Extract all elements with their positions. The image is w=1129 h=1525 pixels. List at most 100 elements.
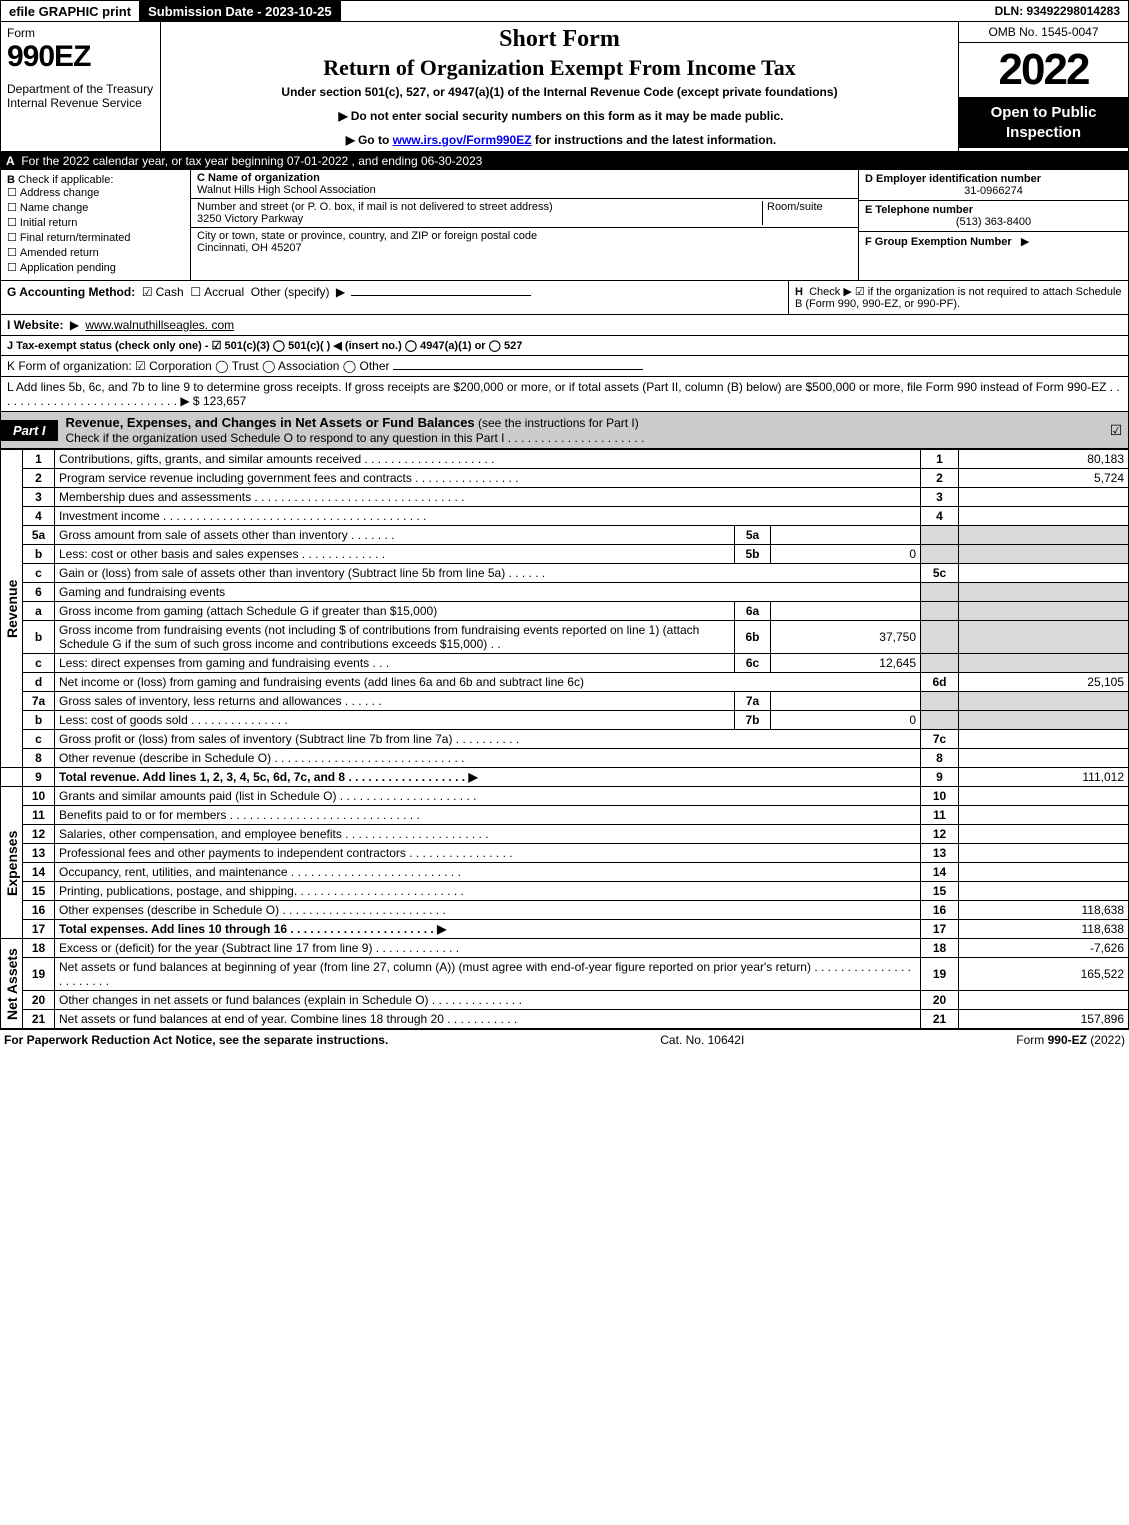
line-6c-value: 12,645 [771, 654, 921, 673]
chk-amended-return[interactable]: Amended return [7, 246, 184, 259]
topbar-spacer [341, 1, 987, 21]
line-9-value: 111,012 [959, 768, 1129, 787]
line-14-value [959, 863, 1129, 882]
city-state-zip: Cincinnati, OH 45207 [197, 242, 302, 254]
tax-year: 2022 [959, 43, 1128, 97]
line-2-value: 5,724 [959, 469, 1129, 488]
gross-receipts-row: L Add lines 5b, 6c, and 7b to line 9 to … [0, 377, 1129, 412]
line-1-value: 80,183 [959, 450, 1129, 469]
line-8-value [959, 749, 1129, 768]
line-5b-value: 0 [771, 545, 921, 564]
revenue-side-label: Revenue [1, 450, 23, 768]
tax-exempt-status: J Tax-exempt status (check only one) - ☑… [0, 336, 1129, 356]
col-b-checkboxes: B Check if applicable: Address change Na… [1, 170, 191, 280]
ein-value: 31-0966274 [865, 185, 1122, 197]
form-number: 990EZ [7, 40, 154, 74]
other-specify-line[interactable] [351, 295, 531, 296]
line-7a-value [771, 692, 921, 711]
line-7b-value: 0 [771, 711, 921, 730]
website-row: I Website: www.walnuthillseagles. com [0, 315, 1129, 336]
expenses-side-label: Expenses [1, 787, 23, 939]
line-5a-value [771, 526, 921, 545]
triangle-icon [343, 133, 358, 147]
line-15-value [959, 882, 1129, 901]
row-a-tax-year: A For the 2022 calendar year, or tax yea… [0, 152, 1129, 170]
row-g-h: G Accounting Method: Cash Accrual Other … [0, 281, 1129, 315]
org-name: Walnut Hills High School Association [197, 184, 376, 196]
part-1-tab: Part I [1, 420, 58, 441]
col-c-org-info: C Name of organization Walnut Hills High… [191, 170, 858, 280]
paperwork-notice: For Paperwork Reduction Act Notice, see … [4, 1033, 388, 1047]
ein-row: D Employer identification number 31-0966… [859, 170, 1128, 201]
line-13-value [959, 844, 1129, 863]
header-center: Short Form Return of Organization Exempt… [161, 22, 958, 151]
omb-number: OMB No. 1545-0047 [959, 22, 1128, 43]
goto-note: Go to www.irs.gov/Form990EZ for instruct… [169, 133, 950, 147]
street-row: Number and street (or P. O. box, if mail… [191, 199, 858, 228]
line-21-value: 157,896 [959, 1010, 1129, 1029]
triangle-icon [335, 109, 350, 123]
submission-date: Submission Date - 2023-10-25 [140, 1, 341, 21]
top-bar: efile GRAPHIC print Submission Date - 20… [0, 0, 1129, 22]
header-left: Form 990EZ Department of the Treasury In… [1, 22, 161, 151]
form-label: Form [7, 26, 154, 40]
open-inspection: Open to Public Inspection [959, 97, 1128, 148]
room-suite-label: Room/suite [767, 201, 823, 213]
line-11-value [959, 806, 1129, 825]
line-6a-value [771, 602, 921, 621]
org-name-row: C Name of organization Walnut Hills High… [191, 170, 858, 199]
triangle-icon [1018, 236, 1032, 248]
line-6d-value: 25,105 [959, 673, 1129, 692]
chk-address-change[interactable]: Address change [7, 186, 184, 199]
street-address: 3250 Victory Parkway [197, 213, 303, 225]
other-org-line[interactable] [393, 369, 643, 370]
chk-name-change[interactable]: Name change [7, 201, 184, 214]
triangle-icon [67, 318, 82, 332]
telephone-value: (513) 363-8400 [865, 216, 1122, 228]
chk-application-pending[interactable]: Application pending [7, 261, 184, 274]
form-header: Form 990EZ Department of the Treasury In… [0, 22, 1129, 152]
line-17-value: 118,638 [959, 920, 1129, 939]
city-row: City or town, state or province, country… [191, 228, 858, 256]
website-value[interactable]: www.walnuthillseagles. com [85, 318, 234, 332]
subtitle: Under section 501(c), 527, or 4947(a)(1)… [169, 85, 950, 99]
chk-cash[interactable]: Cash [142, 285, 184, 299]
triangle-icon [333, 285, 348, 299]
chk-final-return[interactable]: Final return/terminated [7, 231, 184, 244]
net-assets-side-label: Net Assets [1, 939, 23, 1029]
part-1-table: Revenue 1 Contributions, gifts, grants, … [0, 449, 1129, 1029]
ssn-note: Do not enter social security numbers on … [169, 109, 950, 123]
line-5c-value [959, 564, 1129, 583]
form-ref: Form 990-EZ (2022) [1016, 1033, 1125, 1047]
chk-accrual[interactable]: Accrual [190, 285, 244, 299]
info-box: B Check if applicable: Address change Na… [0, 170, 1129, 281]
col-d-ids: D Employer identification number 31-0966… [858, 170, 1128, 280]
page-footer: For Paperwork Reduction Act Notice, see … [0, 1029, 1129, 1050]
line-6b-value: 37,750 [771, 621, 921, 654]
irs-label: Internal Revenue Service [7, 96, 154, 110]
telephone-row: E Telephone number (513) 363-8400 [859, 201, 1128, 232]
part-1-title: Revenue, Expenses, and Changes in Net As… [58, 412, 1104, 448]
title-return: Return of Organization Exempt From Incom… [169, 55, 950, 81]
form-of-organization: K Form of organization: ☑ Corporation ◯ … [0, 356, 1129, 377]
accounting-method: G Accounting Method: Cash Accrual Other … [1, 281, 788, 314]
dln-number: DLN: 93492298014283 [987, 1, 1128, 21]
schedule-b-check: H Check ▶ ☑ if the organization is not r… [788, 281, 1128, 314]
line-7c-value [959, 730, 1129, 749]
chk-initial-return[interactable]: Initial return [7, 216, 184, 229]
part-1-checkbox[interactable]: ☑ [1104, 422, 1128, 439]
header-right: OMB No. 1545-0047 2022 Open to Public In… [958, 22, 1128, 151]
group-exemption-row: F Group Exemption Number [859, 232, 1128, 251]
irs-link[interactable]: www.irs.gov/Form990EZ [393, 133, 532, 147]
part-1-header: Part I Revenue, Expenses, and Changes in… [0, 412, 1129, 449]
line-3-value [959, 488, 1129, 507]
dept-treasury: Department of the Treasury [7, 82, 154, 96]
line-18-value: -7,626 [959, 939, 1129, 958]
title-short-form: Short Form [169, 26, 950, 53]
line-16-value: 118,638 [959, 901, 1129, 920]
catalog-number: Cat. No. 10642I [660, 1033, 744, 1047]
efile-graphic-print[interactable]: efile GRAPHIC print [1, 1, 140, 21]
line-12-value [959, 825, 1129, 844]
line-19-value: 165,522 [959, 958, 1129, 991]
line-10-value [959, 787, 1129, 806]
